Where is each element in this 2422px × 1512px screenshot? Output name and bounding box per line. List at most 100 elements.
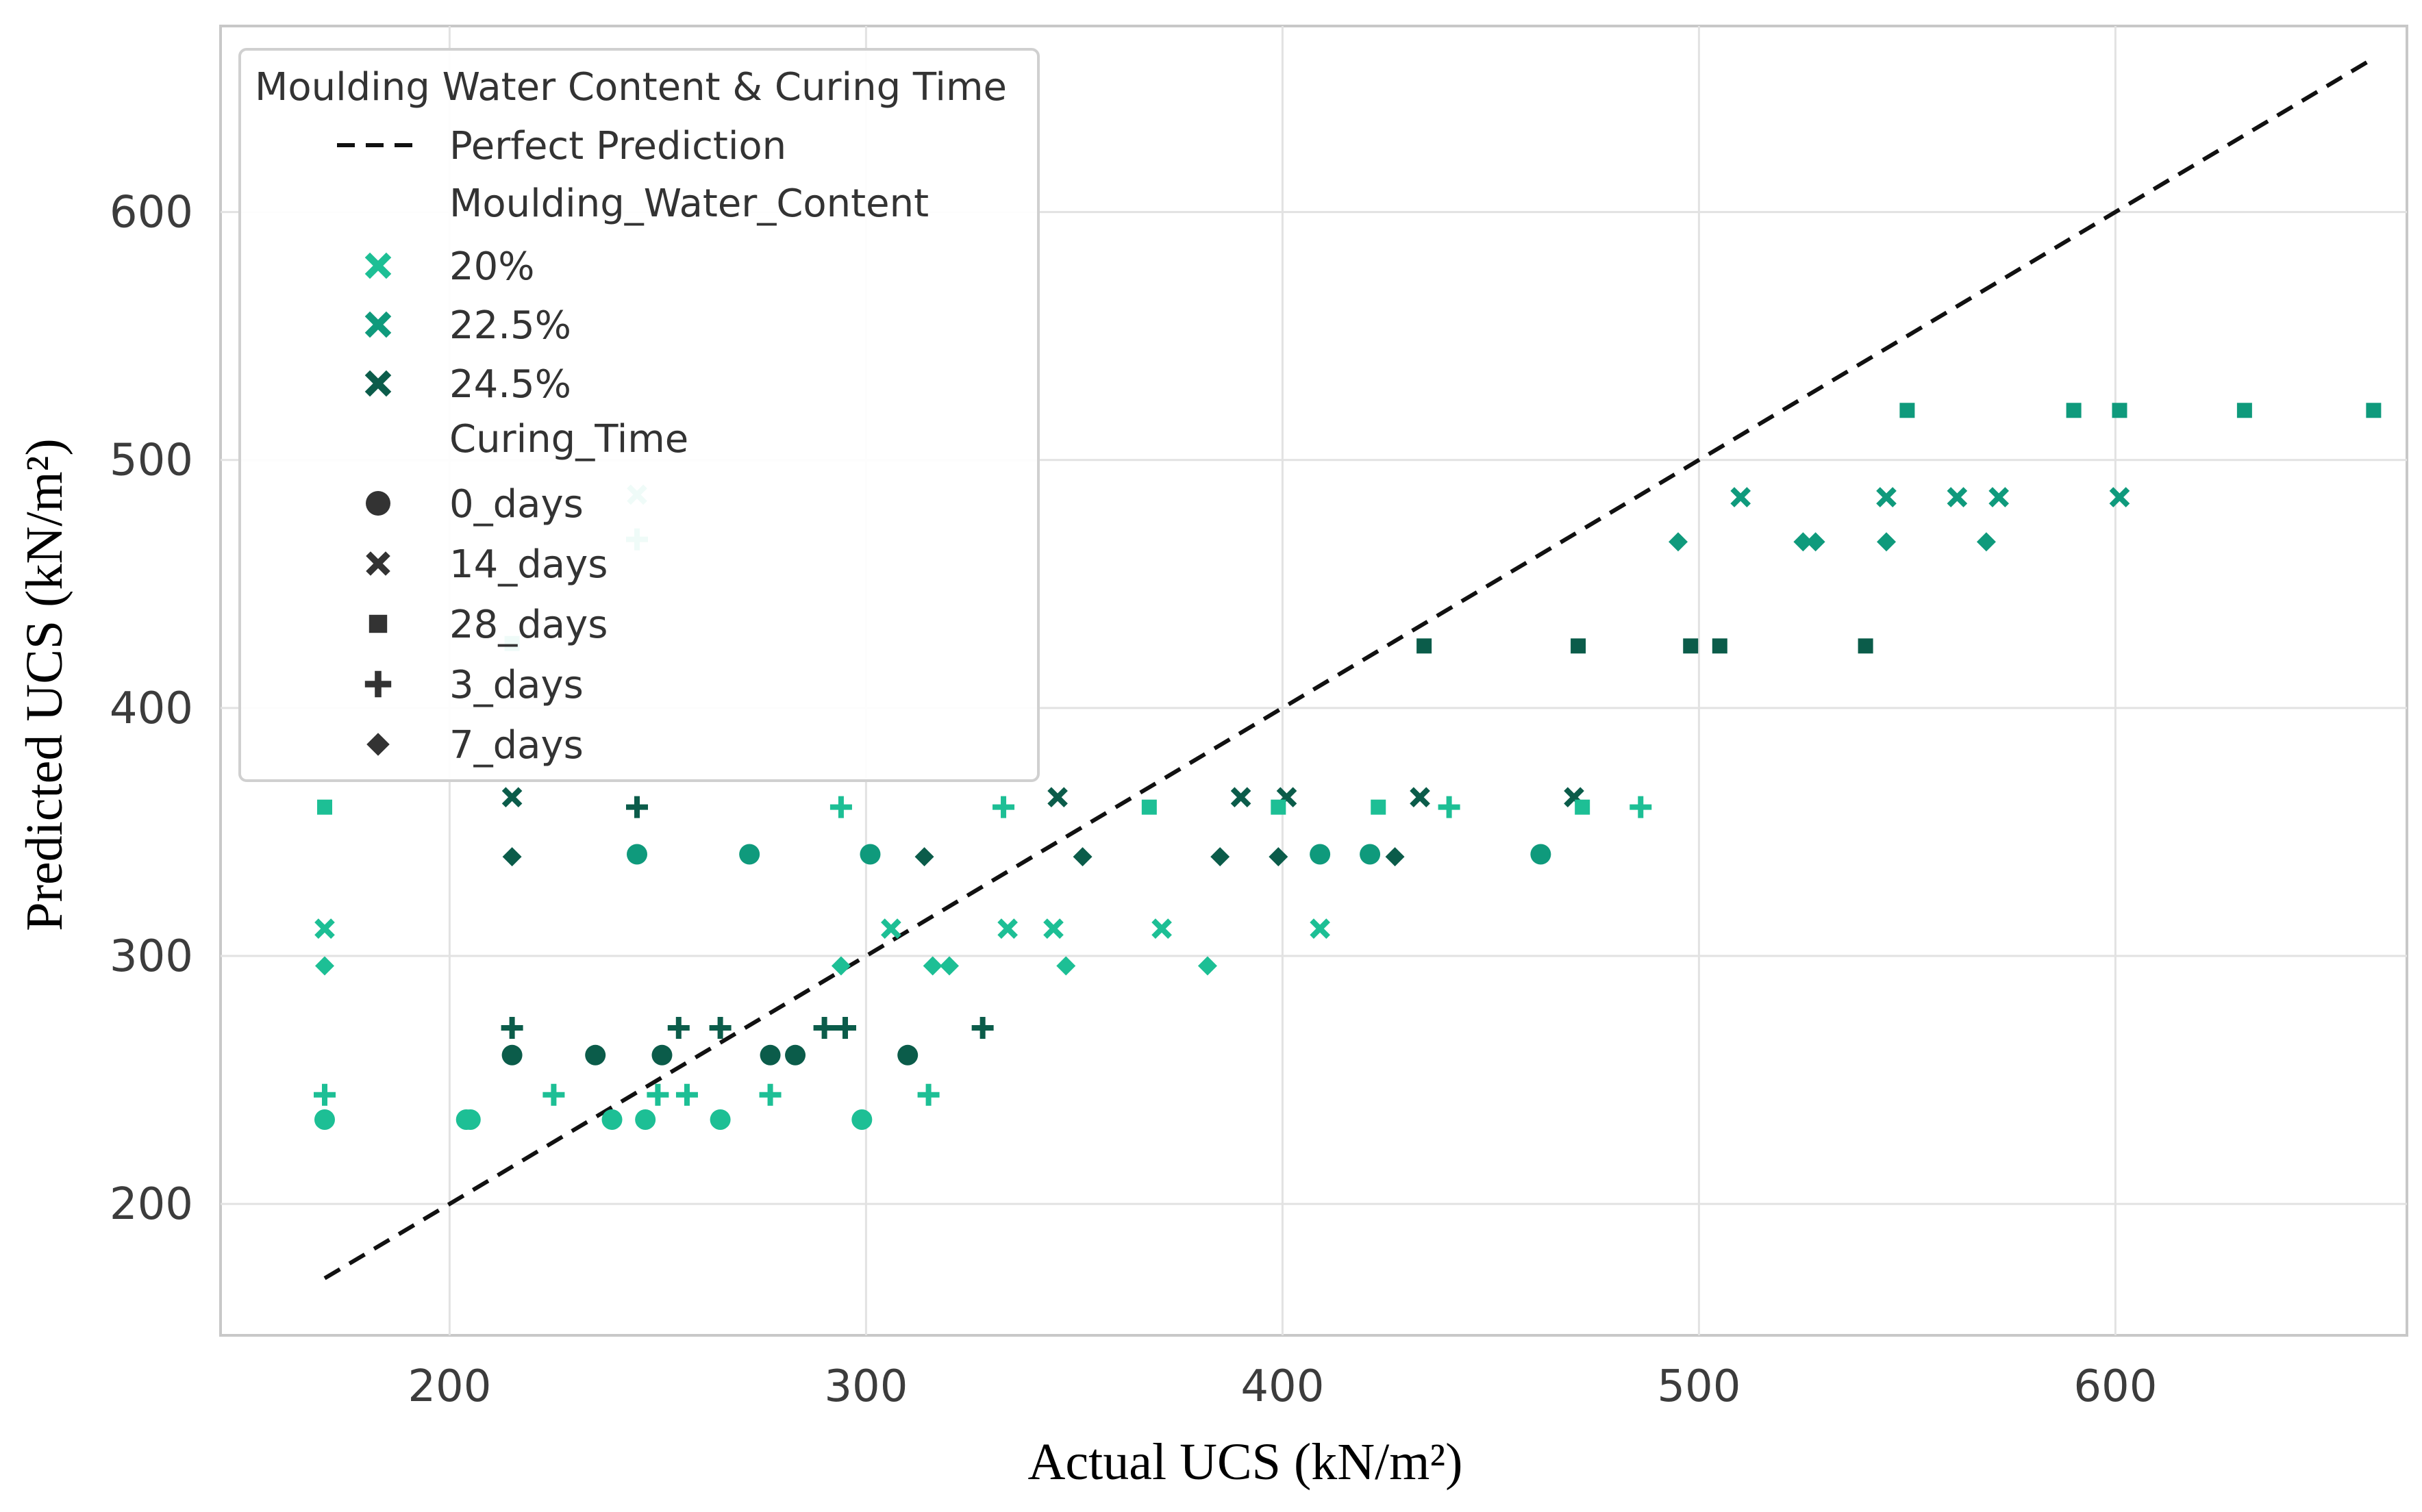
data-point-3-0 — [314, 1083, 336, 1106]
data-point-3-4 — [759, 1083, 782, 1106]
data-point-1-2 — [860, 844, 881, 865]
series-5 — [315, 956, 1217, 976]
data-point-6-0 — [1669, 532, 1688, 552]
data-point-9-0 — [1730, 487, 1751, 507]
legend-marker-group-title: Curing_Time — [449, 417, 688, 462]
data-point-7-1 — [914, 847, 934, 867]
data-point-0-3 — [601, 1109, 623, 1130]
data-point-6-1 — [1793, 532, 1813, 552]
series-1 — [627, 844, 1551, 865]
data-point-12-2 — [2112, 403, 2127, 418]
data-point-12-0 — [1899, 403, 1915, 418]
data-point-13-0 — [1416, 638, 1432, 654]
legend-marker-label-2: 28_days — [449, 603, 608, 647]
legend-title: Moulding Water Content & Curing Time — [255, 65, 1007, 110]
series-0 — [314, 1109, 873, 1130]
data-point-0-2 — [460, 1109, 481, 1130]
x-tick-label-600: 600 — [2073, 1361, 2157, 1412]
y-axis-title: Predicted UCS (kN/m²) — [16, 438, 73, 931]
data-point-10-0 — [501, 787, 523, 808]
data-point-11-0 — [317, 799, 332, 815]
data-point-10-4 — [1410, 787, 1430, 808]
data-point-10-1 — [1047, 787, 1068, 808]
data-point-6-3 — [1877, 532, 1896, 552]
series-6 — [1669, 532, 1996, 552]
data-point-4-1 — [667, 1016, 690, 1039]
data-point-5-0 — [315, 956, 334, 976]
y-tick-label-200: 200 — [110, 1179, 193, 1230]
legend-marker-swatch-0 — [366, 491, 390, 516]
data-point-4-0 — [501, 1016, 523, 1039]
data-point-12-1 — [2066, 403, 2082, 418]
data-point-3-1 — [542, 1083, 565, 1106]
x-tick-label-200: 200 — [408, 1361, 491, 1412]
data-point-2-3 — [760, 1044, 781, 1066]
legend-color-entries: 20% 22.5% 24.5% — [364, 244, 571, 407]
legend-marker-swatch-2 — [369, 614, 388, 633]
data-point-13-4 — [1858, 638, 1873, 654]
legend-color-swatch-1 — [364, 311, 392, 338]
data-point-1-3 — [1310, 844, 1331, 865]
data-point-3-8 — [992, 796, 1015, 818]
data-point-1-0 — [627, 844, 647, 865]
data-point-7-2 — [1073, 847, 1093, 867]
x-tick-label-500: 500 — [1657, 1361, 1740, 1412]
y-tick-label-500: 500 — [110, 436, 193, 486]
series-11 — [317, 635, 1590, 815]
legend-line-label: Perfect Prediction — [449, 124, 786, 168]
data-point-5-2 — [923, 956, 942, 976]
data-point-8-0 — [314, 918, 335, 939]
data-point-4-2 — [709, 1016, 732, 1039]
data-point-3-7 — [829, 796, 852, 818]
data-point-9-4 — [2109, 487, 2130, 507]
x-axis-title: Actual UCS (kN/m²) — [1028, 1433, 1463, 1491]
data-point-10-2 — [1230, 787, 1251, 808]
data-point-9-2 — [1947, 487, 1968, 507]
data-point-8-5 — [1310, 918, 1330, 939]
data-point-13-1 — [1571, 638, 1586, 654]
x-tick-label-400: 400 — [1240, 1361, 1324, 1412]
legend-marker-label-1: 14_days — [449, 542, 608, 587]
data-point-11-4 — [1575, 799, 1590, 815]
data-point-12-4 — [2366, 403, 2382, 418]
legend-marker-swatch-4 — [366, 733, 390, 756]
data-point-3-3 — [675, 1083, 698, 1106]
data-point-6-4 — [1976, 532, 1996, 552]
y-tick-label-600: 600 — [110, 188, 193, 238]
data-point-2-5 — [897, 1044, 919, 1066]
data-point-5-3 — [940, 956, 959, 976]
legend-marker-swatch-1 — [366, 551, 390, 576]
data-point-7-3 — [1210, 847, 1230, 867]
data-point-8-3 — [1043, 918, 1064, 939]
series-2 — [501, 1044, 919, 1066]
data-point-3-5 — [917, 1083, 940, 1106]
data-point-3-2 — [647, 1083, 669, 1106]
data-point-6-2 — [1806, 532, 1825, 552]
data-point-4-4 — [834, 1016, 856, 1039]
data-point-13-3 — [1712, 638, 1727, 654]
series-7 — [502, 847, 1405, 867]
data-point-5-4 — [1056, 956, 1076, 976]
y-axis-ticks: 200 300 400 500 600 — [110, 188, 193, 1230]
series-9 — [1730, 487, 2130, 507]
data-point-1-4 — [1360, 844, 1381, 865]
series-12 — [1899, 403, 2382, 418]
data-point-1-5 — [1530, 844, 1551, 865]
data-point-9-1 — [1876, 487, 1897, 507]
legend-marker-label-0: 0_days — [449, 482, 584, 527]
legend-marker-swatch-3 — [364, 670, 392, 698]
legend: Moulding Water Content & Curing Time Per… — [238, 48, 1040, 782]
series-13 — [1416, 638, 1873, 654]
data-point-9-3 — [1988, 487, 2009, 507]
data-point-0-0 — [314, 1109, 335, 1130]
data-point-3-9 — [1438, 796, 1460, 818]
data-point-5-1 — [831, 956, 851, 976]
x-axis-ticks: 200 300 400 500 600 — [408, 1361, 2157, 1412]
y-tick-label-300: 300 — [110, 931, 193, 982]
data-point-2-4 — [785, 1044, 806, 1066]
data-point-11-3 — [1371, 799, 1386, 815]
data-point-7-4 — [1269, 847, 1288, 867]
legend-color-swatch-2 — [364, 370, 392, 397]
data-point-12-3 — [2236, 403, 2252, 418]
